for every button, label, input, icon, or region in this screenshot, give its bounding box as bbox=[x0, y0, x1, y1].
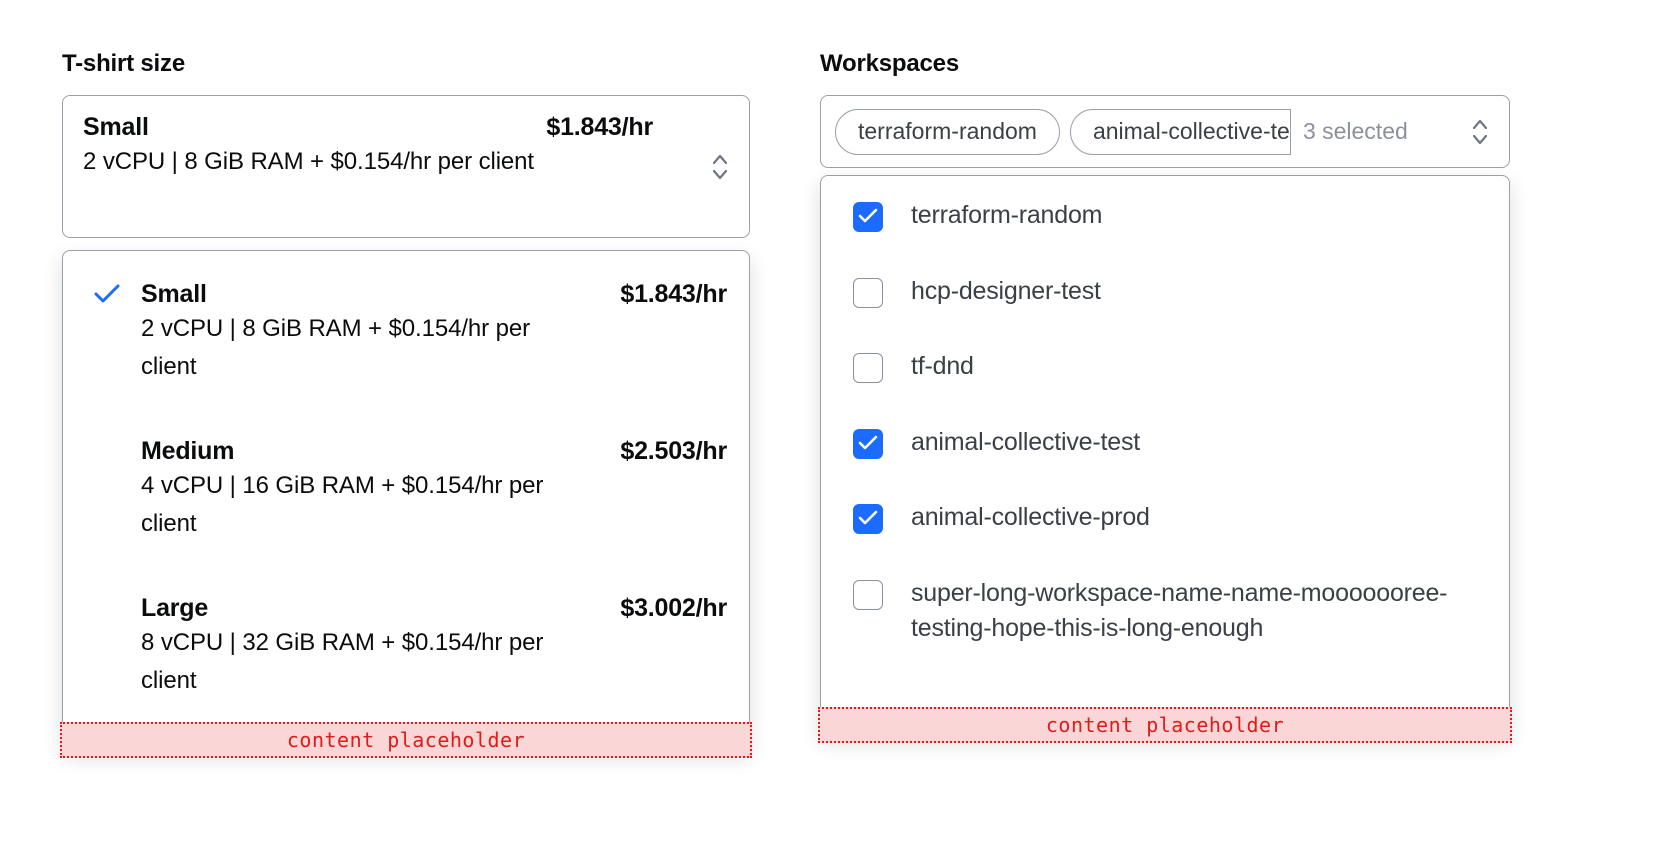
workspace-option[interactable]: super-long-workspace-name-name-moooooore… bbox=[821, 576, 1509, 647]
workspace-checkbox[interactable] bbox=[853, 579, 883, 610]
tshirt-option-name: Small bbox=[141, 280, 207, 308]
workspace-pill[interactable]: animal-collective-test bbox=[1069, 108, 1291, 155]
workspace-checkbox[interactable] bbox=[853, 504, 883, 534]
tshirt-option-name: Medium bbox=[141, 437, 235, 466]
workspaces-listbox[interactable]: terraform-random hcp-designer-test tf-dn… bbox=[820, 175, 1510, 735]
workspaces-selected-count: 3 selected bbox=[1302, 118, 1408, 144]
chevron-up-down-icon[interactable] bbox=[709, 150, 731, 184]
tshirt-option-description: 4 vCPU | 16 GiB RAM + $0.154/hr per clie… bbox=[141, 472, 544, 538]
workspace-checkbox[interactable] bbox=[853, 277, 883, 308]
workspace-checkbox[interactable] bbox=[853, 353, 883, 383]
workspaces-label: Workspaces bbox=[820, 50, 959, 77]
workspace-option[interactable]: tf-dnd bbox=[821, 349, 1509, 385]
tshirt-size-select-trigger[interactable]: Small $1.843/hr 2 vCPU | 8 GiB RAM + $0.… bbox=[62, 95, 750, 238]
workspace-option-label: terraform-random bbox=[911, 201, 1103, 229]
tshirt-trigger-row: Small $1.843/hr bbox=[83, 112, 653, 143]
tshirt-option-name: Large bbox=[141, 594, 209, 623]
workspaces-combobox[interactable]: terraform-random animal-collective-test … bbox=[820, 95, 1510, 168]
workspace-option-label: animal-collective-test bbox=[911, 427, 1141, 456]
tshirt-option[interactable]: Large $3.002/hr 8 vCPU | 32 GiB RAM + $0… bbox=[63, 587, 749, 706]
tshirt-trigger-name: Small bbox=[83, 113, 149, 141]
workspace-option-label: tf-dnd bbox=[911, 352, 974, 380]
workspace-option[interactable]: terraform-random bbox=[821, 198, 1509, 234]
workspace-option[interactable]: animal-collective-prod bbox=[821, 500, 1509, 536]
tshirt-option-price: $3.002/hr bbox=[620, 594, 727, 623]
tshirt-option-row: Small $1.843/hr bbox=[141, 279, 727, 310]
tshirt-trigger-price: $1.843/hr bbox=[546, 113, 653, 141]
workspace-option-label: animal-collective-prod bbox=[911, 503, 1150, 531]
workspace-option[interactable]: hcp-designer-test bbox=[821, 274, 1509, 310]
workspace-checkbox[interactable] bbox=[853, 202, 883, 232]
content-placeholder: content placeholder bbox=[60, 722, 752, 758]
tshirt-option[interactable]: Small $1.843/hr 2 vCPU | 8 GiB RAM + $0.… bbox=[63, 273, 749, 392]
workspace-option-label: super-long-workspace-name-name-moooooore… bbox=[911, 578, 1448, 643]
workspace-option-label: hcp-designer-test bbox=[911, 276, 1101, 305]
tshirt-option-price: $1.843/hr bbox=[620, 280, 727, 308]
chevron-up-down-icon[interactable] bbox=[1469, 115, 1491, 149]
workspace-pill[interactable]: terraform-random bbox=[835, 108, 1060, 155]
tshirt-option-price: $2.503/hr bbox=[620, 437, 727, 466]
tshirt-option-description: 2 vCPU | 8 GiB RAM + $0.154/hr per clien… bbox=[141, 315, 531, 381]
tshirt-option-row: Large $3.002/hr bbox=[141, 593, 727, 624]
tshirt-size-listbox[interactable]: Small $1.843/hr 2 vCPU | 8 GiB RAM + $0.… bbox=[62, 250, 750, 750]
workspace-checkbox[interactable] bbox=[853, 428, 883, 459]
check-icon bbox=[93, 283, 121, 305]
tshirt-option[interactable]: Medium $2.503/hr 4 vCPU | 16 GiB RAM + $… bbox=[63, 430, 749, 549]
workspace-option[interactable]: animal-collective-test bbox=[821, 425, 1509, 461]
tshirt-size-label: T-shirt size bbox=[62, 50, 185, 77]
tshirt-trigger-body: Small $1.843/hr 2 vCPU | 8 GiB RAM + $0.… bbox=[83, 112, 653, 181]
content-placeholder: content placeholder bbox=[818, 707, 1512, 743]
tshirt-trigger-description: 2 vCPU | 8 GiB RAM + $0.154/hr per clien… bbox=[83, 148, 534, 176]
tshirt-option-row: Medium $2.503/hr bbox=[141, 436, 727, 467]
tshirt-option-description: 8 vCPU | 32 GiB RAM + $0.154/hr per clie… bbox=[141, 629, 544, 695]
